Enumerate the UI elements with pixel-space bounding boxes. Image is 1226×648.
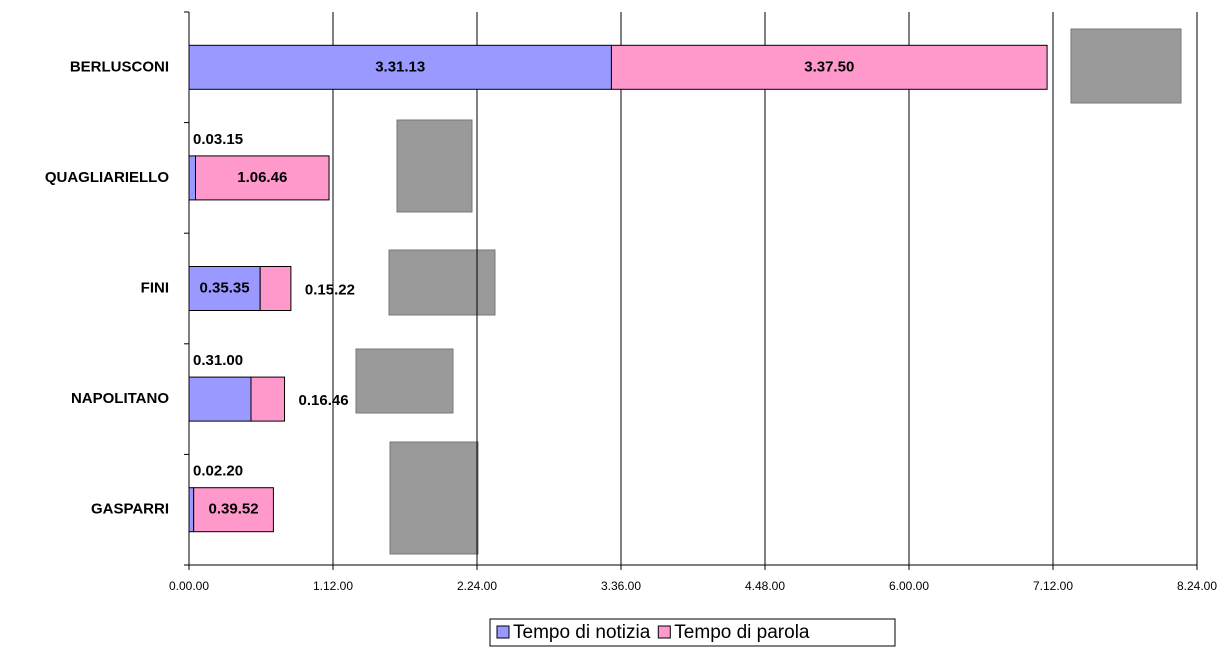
legend-swatch: [657, 625, 671, 639]
photo: [396, 119, 473, 213]
x-tick-label: 2.24.00: [457, 579, 497, 593]
value-label: 1.06.46: [237, 169, 287, 186]
photo: [1070, 28, 1182, 104]
value-label: 0.39.52: [209, 501, 259, 518]
photo: [388, 249, 496, 316]
bar: [188, 44, 612, 90]
photo: [355, 348, 454, 414]
legend-label: Tempo di notizia: [513, 622, 651, 643]
bar: [188, 376, 252, 422]
x-tick-label: 0.00.00: [169, 579, 209, 593]
category-label: QUAGLIARIELLO: [45, 169, 169, 186]
category-label: GASPARRI: [91, 501, 169, 518]
bar: [610, 44, 1048, 90]
photos: [355, 28, 1182, 555]
x-tick-label: 3.36.00: [601, 579, 641, 593]
category-label: BERLUSCONI: [70, 58, 169, 75]
photo: [389, 441, 479, 555]
category-label: NAPOLITANO: [71, 390, 169, 407]
legend-label: Tempo di parola: [674, 622, 810, 643]
value-label: 0.02.20: [193, 463, 243, 480]
value-label: 0.35.35: [200, 279, 250, 296]
value-label: 0.16.46: [299, 392, 349, 409]
x-tick-label: 1.12.00: [313, 579, 353, 593]
x-tick-label: 6.00.00: [889, 579, 929, 593]
bar: [188, 266, 261, 311]
x-tick-label: 7.12.00: [1033, 579, 1073, 593]
value-label: 0.03.15: [193, 131, 243, 148]
bar: [188, 155, 197, 201]
value-label: 0.15.22: [305, 281, 355, 298]
legend-box: [489, 618, 896, 647]
bar: [259, 266, 292, 311]
value-label: 0.31.00: [193, 352, 243, 369]
x-tick-label: 8.24.00: [1177, 579, 1217, 593]
value-label: 3.31.13: [375, 58, 425, 75]
legend-swatch: [496, 625, 510, 639]
bar: [195, 155, 330, 201]
bar: [188, 487, 195, 533]
value-label: 3.37.50: [804, 58, 854, 75]
bar: [193, 487, 274, 533]
bar: [250, 376, 286, 422]
category-label: FINI: [141, 279, 169, 296]
x-tick-label: 4.48.00: [745, 579, 785, 593]
